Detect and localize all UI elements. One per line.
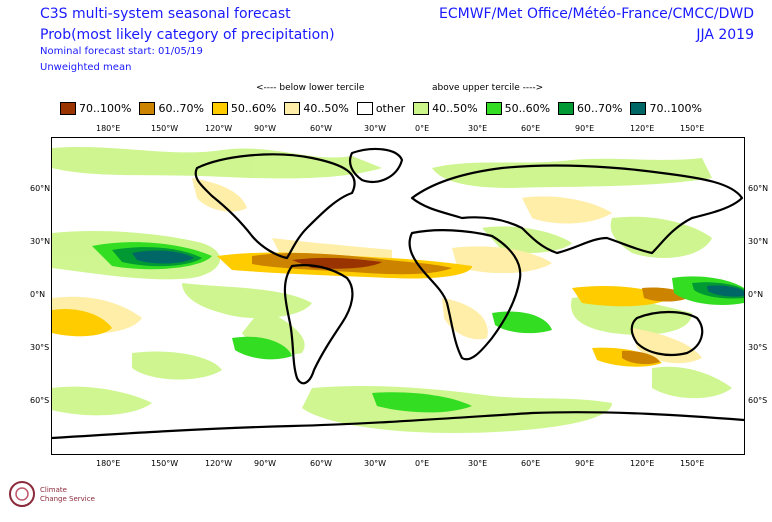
lon-tick-label: 60°E (521, 124, 541, 133)
lat-tick-label: 30°N (748, 237, 769, 246)
lon-tick-label: 150°E (680, 459, 705, 468)
below-tercile-note: <---- below lower tercile (256, 83, 365, 93)
legend-swatch (356, 101, 373, 115)
lon-tick-label: 0°E (415, 459, 430, 468)
lat-tick-label: 60°N (748, 184, 769, 193)
legend-item: 60..70% (558, 101, 623, 115)
forecast-start: Nominal forecast start: 01/05/19 (40, 46, 203, 57)
legend-swatch (630, 101, 647, 115)
lon-tick-label: 60°W (310, 124, 333, 133)
lon-tick-label: 120°E (630, 124, 655, 133)
lon-tick-label: 60°E (521, 459, 541, 468)
lon-tick-label: 180°E (96, 459, 121, 468)
legend-swatch (485, 101, 502, 115)
lat-tick-label: 60°S (748, 396, 768, 405)
mean-type: Unweighted mean (40, 62, 132, 73)
legend-label: 40..50% (303, 101, 349, 115)
above-tercile-note: above upper tercile ----> (432, 83, 544, 93)
legend-swatch (284, 101, 301, 115)
lon-tick-label: 60°W (310, 459, 333, 468)
lon-tick-label: 30°W (364, 124, 387, 133)
lat-tick-label: 60°S (30, 396, 50, 405)
lat-tick-label: 60°N (30, 184, 51, 193)
lat-tick-label: 0°N (30, 290, 46, 299)
lon-tick-label: 150°W (151, 459, 179, 468)
lon-tick-label: 90°W (254, 124, 277, 133)
title-line-2: Prob(most likely category of precipitati… (40, 27, 335, 43)
lon-tick-label: 30°E (468, 124, 488, 133)
legend-swatch (558, 101, 575, 115)
legend-label: 50..60% (230, 101, 277, 115)
lon-tick-label: 0°E (415, 124, 430, 133)
climate-change-service-logo: Climate Change Service (9, 481, 95, 507)
lon-tick-label: 120°W (205, 124, 233, 133)
lon-tick-label: 90°E (575, 124, 595, 133)
lon-tick-label: 90°W (254, 459, 277, 468)
legend-item: 70..100% (60, 101, 132, 115)
legend-swatch (211, 101, 228, 115)
legend-item: 70..100% (630, 101, 702, 115)
legend: 70..100% 60..70% 50..60% 40..50% other 40..50… (60, 99, 710, 117)
legend-item: 50..60% (211, 101, 277, 115)
precipitation-map (52, 138, 744, 454)
lon-tick-label: 120°E (630, 459, 655, 468)
legend-swatch (60, 101, 76, 115)
lat-tick-label: 30°S (748, 343, 768, 352)
legend-label: 70..100% (79, 101, 132, 115)
legend-item: 60..70% (139, 101, 204, 115)
legend-label: 60..70% (158, 101, 204, 115)
legend-swatch (139, 101, 156, 115)
map-frame (51, 137, 745, 455)
c3s-logo: Climate Change Service (8, 478, 108, 522)
title-line-1: C3S multi-system seasonal forecast (40, 6, 291, 22)
lon-tick-label: 30°W (364, 459, 387, 468)
legend-label: other (375, 101, 406, 115)
lat-tick-label: 30°N (30, 237, 51, 246)
legend-label: 50..60% (504, 101, 551, 115)
legend-item: 40..50% (284, 101, 349, 115)
lon-tick-label: 30°E (468, 459, 488, 468)
logo-line-2: Change Service (40, 495, 95, 503)
legend-item: 40..50% (413, 101, 478, 115)
lon-tick-label: 120°W (205, 459, 233, 468)
lat-tick-label: 30°S (30, 343, 50, 352)
centres: ECMWF/Met Office/Météo-France/CMCC/DWD (439, 6, 754, 22)
lon-tick-label: 150°W (151, 124, 179, 133)
logo-line-1: Climate (40, 486, 67, 494)
legend-item: 50..60% (485, 101, 551, 115)
legend-label: 70..100% (649, 101, 702, 115)
season: JJA 2019 (696, 27, 754, 43)
legend-label: 40..50% (432, 101, 478, 115)
legend-swatch (413, 101, 430, 115)
lat-tick-label: 0°N (748, 290, 764, 299)
lon-tick-label: 180°E (96, 124, 121, 133)
lon-tick-label: 90°E (575, 459, 595, 468)
lon-tick-label: 150°E (680, 124, 705, 133)
legend-label: 60..70% (577, 101, 623, 115)
legend-item: other (356, 101, 406, 115)
